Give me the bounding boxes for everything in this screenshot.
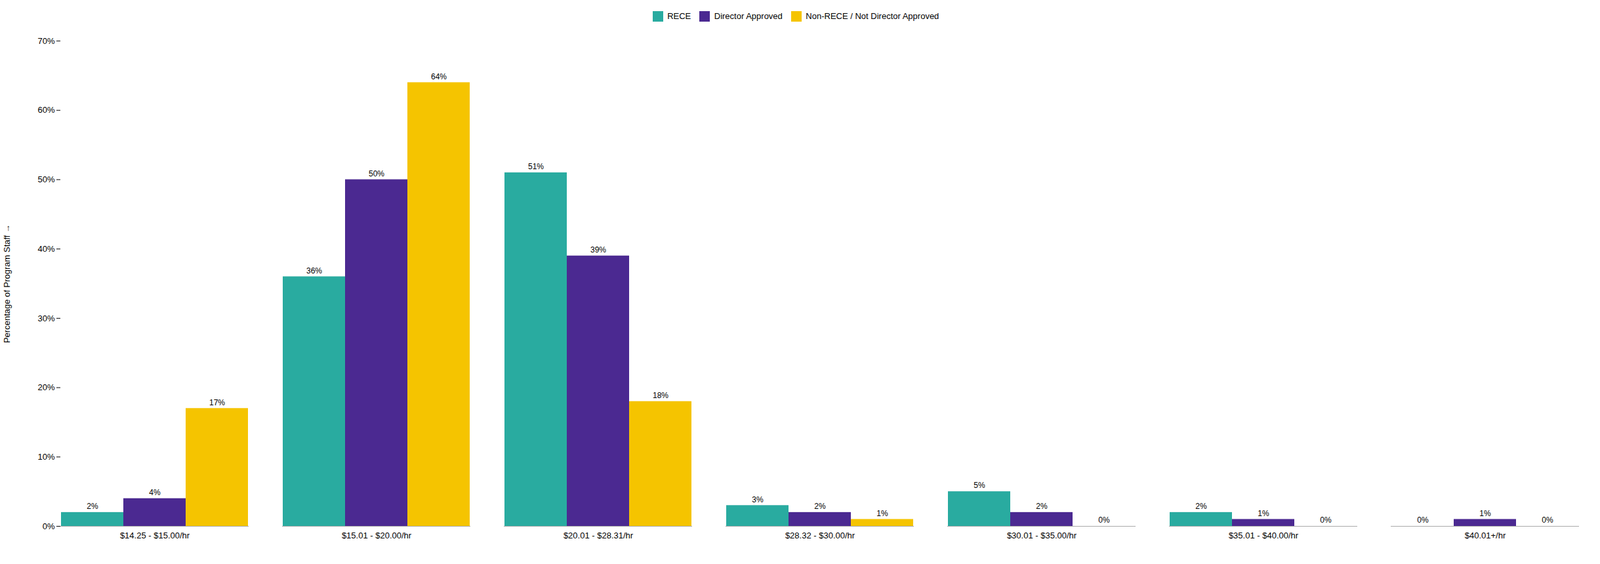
svg-text:0%: 0% [42, 521, 56, 532]
svg-text:$20.01 - $28.31/hr: $20.01 - $28.31/hr [563, 530, 634, 541]
svg-text:$14.25 - $15.00/hr: $14.25 - $15.00/hr [120, 530, 191, 541]
svg-text:20%: 20% [37, 382, 55, 393]
svg-text:0%: 0% [1098, 515, 1110, 525]
svg-text:39%: 39% [590, 245, 607, 255]
svg-text:$28.32 - $30.00/hr: $28.32 - $30.00/hr [785, 530, 856, 541]
svg-text:10%: 10% [37, 451, 55, 462]
html-text:RECE: RECE [667, 11, 691, 21]
svg-text:18%: 18% [652, 390, 669, 401]
svg-text:3%: 3% [751, 495, 764, 505]
svg-text:$15.01 - $20.00/hr: $15.01 - $20.00/hr [341, 530, 412, 541]
svg-text:50%: 50% [37, 174, 55, 185]
svg-text:64%: 64% [430, 72, 447, 82]
svg-text:51%: 51% [528, 162, 544, 172]
html-text:Non-RECE / Not Director Approv: Non-RECE / Not Director Approved [805, 11, 940, 21]
svg-text:1%: 1% [1479, 509, 1492, 519]
svg-text:0%: 0% [1319, 515, 1332, 525]
svg-text:$40.01+/hr: $40.01+/hr [1464, 530, 1507, 541]
svg-text:Percentage of Program Staff →: Percentage of Program Staff → [1, 224, 12, 344]
svg-text:1%: 1% [876, 509, 889, 519]
svg-text:4%: 4% [148, 488, 161, 498]
svg-text:2%: 2% [1195, 501, 1208, 512]
svg-text:40%: 40% [37, 244, 55, 254]
svg-text:$30.01 - $35.00/hr: $30.01 - $35.00/hr [1006, 530, 1078, 541]
svg-text:30%: 30% [37, 313, 55, 324]
svg-text:60%: 60% [37, 104, 55, 115]
svg-text:70%: 70% [37, 36, 55, 46]
svg-text:0%: 0% [1416, 515, 1429, 525]
svg-text:5%: 5% [973, 480, 986, 491]
svg-text:$35.01 - $40.00/hr: $35.01 - $40.00/hr [1228, 530, 1299, 541]
html-text:Director Approved: Director Approved [714, 11, 783, 21]
svg-text:1%: 1% [1257, 509, 1270, 519]
svg-text:17%: 17% [209, 398, 226, 408]
svg-text:50%: 50% [368, 169, 385, 179]
svg-text:2%: 2% [86, 501, 99, 512]
svg-text:2%: 2% [814, 501, 826, 512]
svg-text:2%: 2% [1035, 501, 1048, 512]
svg-text:36%: 36% [306, 266, 323, 276]
svg-text:0%: 0% [1541, 515, 1554, 525]
